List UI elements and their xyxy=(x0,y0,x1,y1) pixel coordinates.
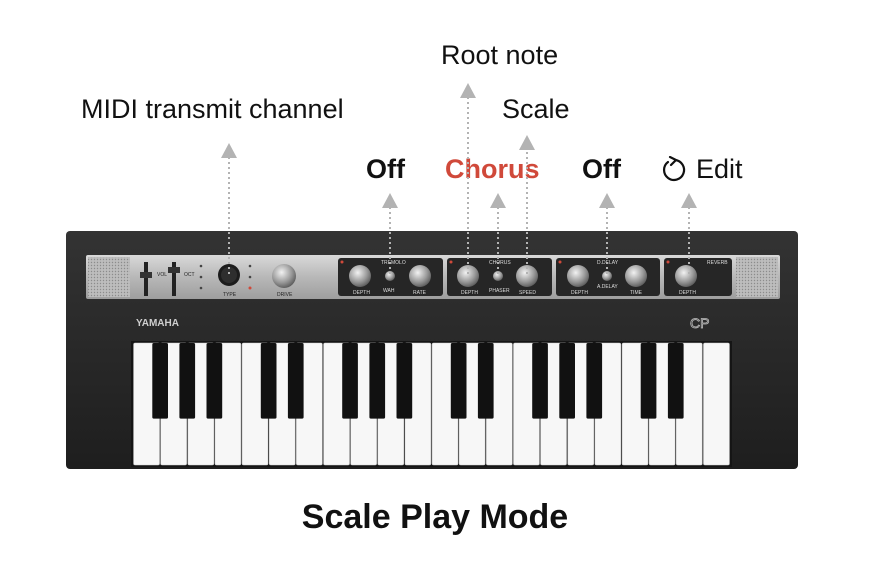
callout-lines xyxy=(228,98,690,274)
tremolo-off-label: Off xyxy=(366,154,405,184)
midi-channel-label: MIDI transmit channel xyxy=(81,94,344,124)
tremolo-depth-label: DEPTH xyxy=(353,290,370,296)
black-key[interactable] xyxy=(369,343,386,419)
phaser-label: PHASER xyxy=(489,288,510,294)
yamaha-logo: YAMAHA xyxy=(136,318,179,329)
root-note-label: Root note xyxy=(441,40,559,70)
drive-label: DRIVE xyxy=(277,292,293,298)
delay-time-knob[interactable] xyxy=(625,265,647,287)
vol-label: VOL xyxy=(157,272,167,278)
diagram-caption: Scale Play Mode xyxy=(301,498,569,536)
delay-depth-knob[interactable] xyxy=(567,265,589,287)
right-speaker-grille xyxy=(736,257,778,297)
chorus-depth-label: DEPTH xyxy=(461,290,478,296)
black-key[interactable] xyxy=(559,343,575,419)
cp-logo: CP xyxy=(690,315,709,331)
chorus-phaser-switch[interactable] xyxy=(493,271,503,281)
type-label: TYPE xyxy=(223,292,237,298)
callout-arrowheads xyxy=(221,83,697,208)
chorus-label: Chorus xyxy=(445,154,540,184)
tremolo-label: TREMOLO xyxy=(381,260,406,266)
black-key[interactable] xyxy=(586,343,603,419)
volume-slider-handle[interactable] xyxy=(140,272,152,278)
black-key[interactable] xyxy=(152,343,168,419)
black-key[interactable] xyxy=(640,343,657,419)
adelay-label: A.DELAY xyxy=(597,284,618,290)
tremolo-rate-knob[interactable] xyxy=(409,265,431,287)
edit-control[interactable]: Edit xyxy=(660,154,743,185)
tremolo-wah-switch[interactable] xyxy=(385,271,395,281)
black-key[interactable] xyxy=(396,343,413,419)
time-label: TIME xyxy=(630,290,643,296)
drive-knob[interactable] xyxy=(272,264,296,288)
black-key[interactable] xyxy=(450,343,467,419)
black-key[interactable] xyxy=(477,343,494,419)
volume-slider-track[interactable] xyxy=(144,262,148,296)
left-speaker-grille xyxy=(88,257,130,297)
delay-type-switch[interactable] xyxy=(602,271,612,281)
keybed xyxy=(131,341,732,467)
octave-slider-handle[interactable] xyxy=(168,267,180,273)
scale-label: Scale xyxy=(502,94,570,124)
rotate-arrow-icon xyxy=(662,155,686,181)
chorus-panel-label: CHORUS xyxy=(489,260,511,266)
reverb-depth-knob[interactable] xyxy=(675,265,697,287)
octave-slider-track[interactable] xyxy=(172,262,176,296)
reverb-depth-label: DEPTH xyxy=(679,290,696,296)
reverb-label: REVERB xyxy=(707,260,728,266)
chorus-speed-knob[interactable] xyxy=(516,265,538,287)
black-key[interactable] xyxy=(667,343,684,419)
delay-depth-label: DEPTH xyxy=(571,290,588,296)
black-key[interactable] xyxy=(532,343,548,419)
white-key[interactable] xyxy=(703,342,730,466)
black-key[interactable] xyxy=(260,343,277,419)
black-key[interactable] xyxy=(342,343,358,419)
speed-label: SPEED xyxy=(519,290,536,296)
edit-label: Edit xyxy=(696,154,743,184)
chorus-depth-knob[interactable] xyxy=(457,265,479,287)
tremolo-depth-knob[interactable] xyxy=(349,265,371,287)
black-key[interactable] xyxy=(206,343,223,419)
black-key[interactable] xyxy=(179,343,196,419)
delay-off-label: Off xyxy=(582,154,621,184)
wah-label: WAH xyxy=(383,288,395,294)
rate-label: RATE xyxy=(413,290,427,296)
black-key[interactable] xyxy=(287,343,304,419)
oct-label: OCT xyxy=(184,272,195,278)
